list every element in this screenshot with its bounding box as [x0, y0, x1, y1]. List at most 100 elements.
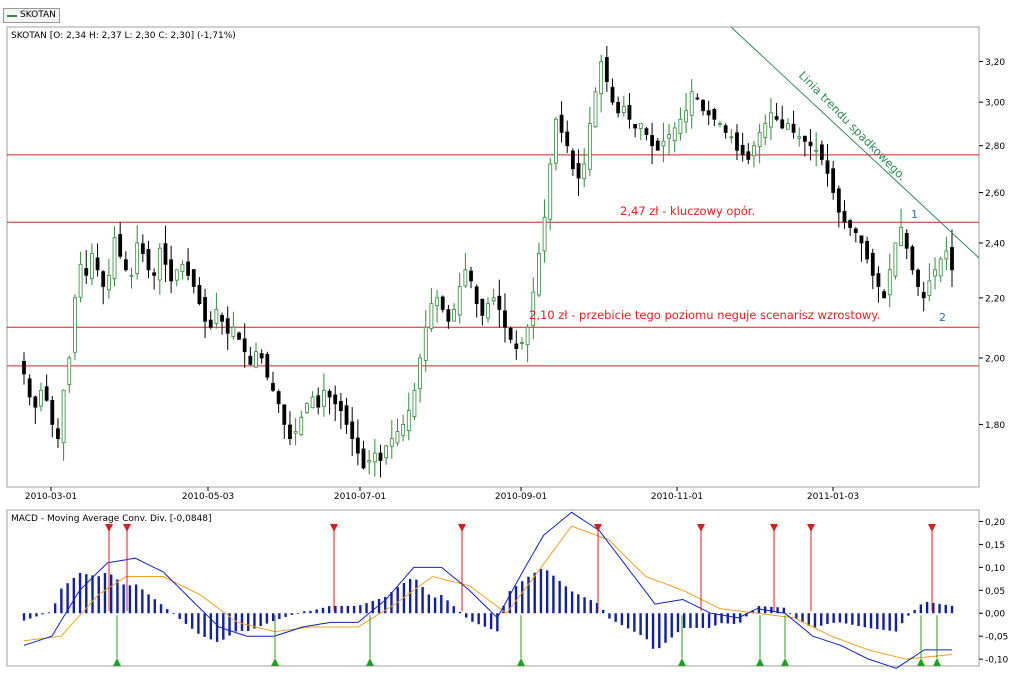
macd-hist-bar — [907, 613, 910, 616]
price-y-tick-label: 3,00 — [985, 99, 1005, 109]
macd-hist-bar — [66, 583, 69, 614]
macd-hist-bar — [701, 613, 705, 628]
macd-hist-bar — [433, 597, 437, 614]
macd-hist-bar — [128, 585, 132, 614]
candle-body — [650, 135, 654, 147]
macd-hist-bar — [857, 613, 860, 626]
macd-hist-bar — [900, 613, 904, 624]
macd-hist-bar — [714, 613, 717, 626]
macd-hist-bar — [47, 612, 51, 614]
candle-body — [106, 274, 111, 291]
candle-body — [457, 286, 462, 316]
candle-body — [22, 361, 26, 375]
candle-body — [384, 445, 389, 459]
candle-body — [723, 125, 728, 133]
candle-body — [191, 269, 196, 287]
macd-hist-bar — [676, 613, 680, 633]
macd-hist-bar — [240, 613, 244, 631]
candle-body — [814, 149, 819, 152]
macd-hist-bar — [247, 613, 250, 631]
legend-tab[interactable]: SKOTAN — [3, 8, 60, 23]
candle-body — [655, 140, 660, 151]
candle-body — [899, 226, 903, 246]
macd-hist-bar — [103, 572, 107, 614]
candle-body — [401, 424, 406, 436]
macd-hist-bar — [85, 574, 88, 614]
macd-hist-bar — [265, 613, 269, 624]
candle-body — [672, 127, 677, 142]
macd-hist-bar — [682, 613, 686, 628]
macd-hist-bar — [925, 601, 929, 614]
macd-hist-bar — [695, 613, 698, 628]
buy-signal-marker — [917, 658, 925, 666]
macd-hist-bar — [813, 613, 817, 628]
candle-body — [367, 460, 372, 463]
candles — [22, 46, 954, 478]
macd-hist-bar — [147, 594, 150, 614]
candle-body — [129, 274, 134, 277]
candle-body — [78, 263, 83, 298]
macd-y-tick-label: -0,10 — [985, 656, 1009, 666]
macd-hist-bar — [932, 602, 935, 614]
candle-body — [610, 86, 615, 103]
buy-signal-marker — [366, 658, 374, 666]
macd-hist-bar — [315, 609, 318, 614]
macd-y-tick-label: 0,00 — [985, 610, 1005, 620]
candle-body — [157, 247, 162, 281]
candle-body — [33, 396, 38, 408]
candle-body — [316, 395, 321, 408]
candle-body — [180, 263, 185, 273]
macd-hist-bar — [197, 613, 200, 634]
macd-hist-bar — [564, 586, 568, 614]
candle-body — [757, 131, 762, 148]
candle-body — [537, 253, 541, 296]
candle-body — [39, 389, 43, 407]
candle-body — [406, 410, 411, 431]
macd-hist-bar — [844, 613, 848, 624]
candle-body — [95, 257, 100, 271]
candle-body — [791, 123, 796, 133]
candle-body — [802, 135, 807, 142]
macd-y-tick-label: 0,10 — [985, 564, 1005, 574]
buy-signal-marker — [933, 658, 941, 666]
macd-hist-bar — [521, 581, 524, 614]
candle-body — [887, 269, 892, 296]
macd-hist-bar — [595, 602, 599, 614]
x-tick-label: 2011-01-03 — [807, 492, 859, 502]
candle-body — [633, 124, 638, 129]
candle-body — [497, 295, 502, 310]
candle-body — [712, 109, 717, 120]
candle-body — [514, 343, 519, 349]
candle-body — [565, 131, 570, 147]
macd-panel — [6, 509, 980, 667]
candle-body — [440, 296, 445, 310]
macd-hist-bar — [626, 613, 630, 629]
candle-body — [463, 269, 468, 287]
macd-hist-bar — [321, 607, 325, 614]
candle-body — [593, 91, 598, 128]
macd-hist-bar — [327, 606, 331, 614]
macd-hist-bar — [390, 591, 393, 614]
candle-body — [774, 116, 779, 120]
candle-body — [214, 309, 219, 324]
macd-hist-bar — [633, 613, 636, 632]
macd-hist-bar — [545, 570, 549, 614]
macd-hist-bar — [801, 613, 804, 623]
macd-hist-bar — [452, 606, 455, 614]
macd-histogram — [22, 568, 954, 649]
macd-hist-bar — [583, 597, 586, 614]
x-tick-label: 2010-07-01 — [334, 492, 386, 502]
candle-body — [927, 280, 932, 296]
macd-hist-bar — [278, 613, 281, 619]
macd-hist-bar — [440, 595, 443, 614]
candle-body — [729, 136, 734, 139]
macd-hist-bar — [116, 579, 119, 614]
macd-hist-bar — [851, 613, 854, 625]
candle-body — [73, 297, 77, 353]
macd-hist-bar — [707, 613, 711, 628]
macd-hist-bar — [408, 578, 412, 614]
macd-hist-bar — [22, 613, 26, 621]
macd-hist-bar — [234, 613, 237, 632]
candle-body — [480, 298, 485, 316]
